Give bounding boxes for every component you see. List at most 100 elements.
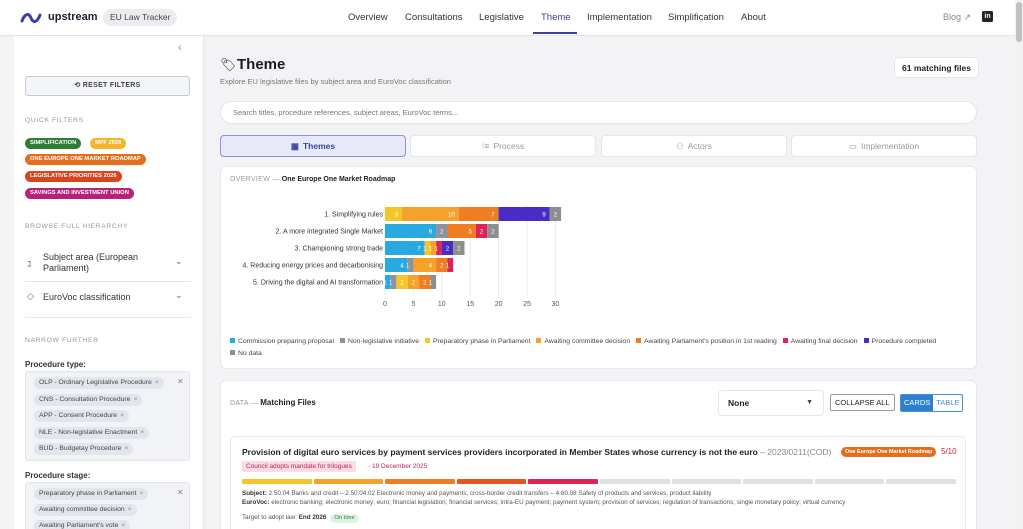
nav-overview[interactable]: Overview bbox=[348, 12, 388, 23]
bar-segment bbox=[396, 275, 408, 289]
overview-card bbox=[220, 166, 977, 369]
bar-value-label: 1 bbox=[434, 246, 438, 252]
bar-value-label: 9 bbox=[542, 212, 546, 218]
upstream-logo-icon[interactable] bbox=[20, 11, 42, 25]
legend-item[interactable]: Awaiting committee decision bbox=[536, 336, 630, 348]
tab-themes[interactable]: ▦ Themes bbox=[220, 135, 406, 157]
cards-view-button[interactable]: CARDS bbox=[901, 395, 934, 411]
quick-filter-mff-2028[interactable]: MFF 2028 bbox=[90, 138, 127, 149]
remove-tag-icon[interactable]: × bbox=[154, 379, 159, 386]
tab-actors[interactable]: ⚇ Actors bbox=[601, 135, 787, 157]
x-tick-label: 0 bbox=[383, 301, 387, 308]
nav-implementation[interactable]: Implementation bbox=[587, 12, 652, 23]
nav-about[interactable]: About bbox=[741, 12, 766, 23]
page-scrollbar[interactable] bbox=[1015, 0, 1023, 529]
procedure-type-tag[interactable]: OLP - Ordinary Legislative Procedure × bbox=[34, 377, 164, 389]
page-title: Theme bbox=[237, 56, 286, 73]
legend-item[interactable]: Non-legislative initiative bbox=[339, 336, 419, 348]
bar-segment bbox=[402, 207, 459, 221]
tab-process[interactable]: ⁝≡ Process bbox=[410, 135, 596, 157]
quick-filter-legislative-priorities[interactable]: LEGISLATIVE PRIORITIES 2026 bbox=[25, 171, 122, 182]
tag-label: APP - Consent Procedure bbox=[39, 412, 118, 419]
legend-item[interactable]: No data bbox=[230, 348, 262, 360]
subject-area-accordion[interactable]: ﾕ Subject area (European Parliament) ⌄ bbox=[25, 252, 190, 276]
list-icon: ⁝≡ bbox=[481, 141, 490, 151]
remove-tag-icon[interactable]: × bbox=[120, 412, 125, 419]
procedure-type-select[interactable]: OLP - Ordinary Legislative Procedure × CN… bbox=[25, 371, 190, 461]
collapse-sidebar-icon[interactable]: ‹ bbox=[178, 42, 182, 54]
procedure-stage-tag[interactable]: Awaiting Parliament's vote × bbox=[34, 520, 131, 529]
procedure-stage-tag[interactable]: Awaiting committee decision × bbox=[34, 504, 137, 516]
procedure-stage-select[interactable]: Preparatory phase in Parliament × Awaitin… bbox=[25, 482, 190, 529]
bar-value-label: 4 bbox=[429, 263, 433, 269]
quick-filter-one-europe-one-market[interactable]: ONE EUROPE ONE MARKET ROADMAP bbox=[25, 154, 146, 165]
bar-segment bbox=[487, 224, 499, 238]
tag-icon: 🏷 bbox=[220, 57, 237, 72]
search-input[interactable] bbox=[220, 101, 977, 124]
procedure-type-tag[interactable]: NLE - Non-legislative Enactment × bbox=[34, 427, 150, 439]
chevron-down-icon[interactable]: ⌄ bbox=[175, 290, 183, 300]
sort-select[interactable]: None ▼ bbox=[718, 390, 824, 416]
remove-tag-icon[interactable]: × bbox=[133, 396, 138, 403]
brand-name[interactable]: upstream bbox=[48, 11, 98, 23]
active-tab-underline bbox=[533, 32, 577, 34]
remove-tag-icon[interactable]: × bbox=[140, 429, 145, 436]
file-card[interactable]: Provision of digital euro services by pa… bbox=[230, 436, 966, 529]
bar-value-label: 7 bbox=[491, 212, 495, 218]
reset-filters-button[interactable]: ⟲ RESET FILTERS bbox=[25, 76, 190, 96]
legend-label: No data bbox=[238, 350, 262, 357]
y-category-label: 5. Driving the digital and AI transforma… bbox=[253, 280, 383, 287]
procedure-type-tag[interactable]: APP - Consent Procedure × bbox=[34, 410, 130, 422]
remove-tag-icon[interactable]: × bbox=[139, 490, 144, 497]
tag-label: Awaiting Parliament's vote bbox=[39, 522, 119, 529]
bar-value-label: 2 bbox=[412, 280, 416, 286]
view-toggle: CARDS TABLE bbox=[900, 394, 964, 412]
procedure-type-tag[interactable]: BUD - Budgetay Procedure × bbox=[34, 443, 134, 455]
divider bbox=[25, 317, 191, 318]
nav-simplification[interactable]: Simplification bbox=[668, 12, 724, 23]
clear-all-icon[interactable]: ✕ bbox=[177, 488, 184, 497]
collapse-all-button[interactable]: COLLAPSE ALL bbox=[830, 394, 895, 411]
nav-theme[interactable]: Theme bbox=[541, 12, 571, 23]
subject-text: 2.50.04 Banks and credit – 2.50.04.02 El… bbox=[268, 490, 712, 497]
table-view-button[interactable]: TABLE bbox=[936, 398, 960, 407]
bar-value-label: 1 bbox=[429, 280, 433, 286]
tag-label: BUD - Budgetay Procedure bbox=[39, 445, 122, 452]
legend-item[interactable]: Procedure completed bbox=[863, 336, 936, 348]
clear-all-icon[interactable]: ✕ bbox=[177, 377, 184, 386]
progress-segment bbox=[528, 479, 598, 484]
remove-tag-icon[interactable]: × bbox=[121, 522, 126, 529]
quick-filter-savings-investment-union[interactable]: SAVINGS AND INVESTMENT UNION bbox=[25, 188, 134, 199]
procedure-stage-tag[interactable]: Preparatory phase in Parliament × bbox=[34, 488, 149, 500]
tab-implementation[interactable]: ▭ Implementation bbox=[791, 135, 977, 157]
bar-value-label: 2 bbox=[423, 280, 427, 286]
linkedin-icon[interactable]: in bbox=[982, 11, 993, 22]
chevron-down-icon[interactable]: ⌄ bbox=[175, 256, 183, 266]
legend-item[interactable]: Awaiting Parliament's position in 1st re… bbox=[636, 336, 777, 348]
status-badge: Council adopts mandate for trilogues bbox=[242, 461, 356, 472]
quick-filter-simplification[interactable]: SIMPLIFICATION bbox=[25, 138, 82, 149]
procedure-type-label: Procedure type: bbox=[25, 360, 86, 369]
remove-tag-icon[interactable]: × bbox=[124, 445, 129, 452]
subject-label: Subject: bbox=[242, 490, 267, 497]
legend-item[interactable]: Commission preparing proposal bbox=[230, 336, 334, 348]
legend-item[interactable]: Preparatory phase in Parliament bbox=[425, 336, 530, 348]
bar-segment bbox=[385, 241, 425, 255]
procedure-type-tag[interactable]: CNS - Consultation Procedure × bbox=[34, 394, 143, 406]
nav-legislative[interactable]: Legislative bbox=[479, 12, 524, 23]
legend-swatch bbox=[536, 338, 542, 343]
scrollbar-thumb[interactable] bbox=[1016, 2, 1022, 42]
nav-consultations[interactable]: Consultations bbox=[405, 12, 463, 23]
remove-tag-icon[interactable]: × bbox=[127, 506, 132, 513]
legend-swatch bbox=[863, 338, 869, 343]
legend-swatch bbox=[425, 338, 430, 343]
filter-sidebar: ‹ ⟲ RESET FILTERS QUICK FILTERS SIMPLIFI… bbox=[14, 36, 204, 529]
bar-value-label: 9 bbox=[429, 229, 433, 235]
bar-segment bbox=[441, 241, 454, 255]
data-title: Matching Files bbox=[260, 398, 316, 407]
file-title[interactable]: Provision of digital euro services by pa… bbox=[242, 447, 831, 457]
blog-link[interactable]: Blog ↗ bbox=[943, 12, 972, 22]
legend-item[interactable]: Awaiting final decision bbox=[782, 336, 858, 348]
bar-value-label: 2 bbox=[457, 246, 461, 252]
eurovoc-accordion[interactable]: ◇ EuroVoc classification ⌄ bbox=[25, 290, 190, 305]
